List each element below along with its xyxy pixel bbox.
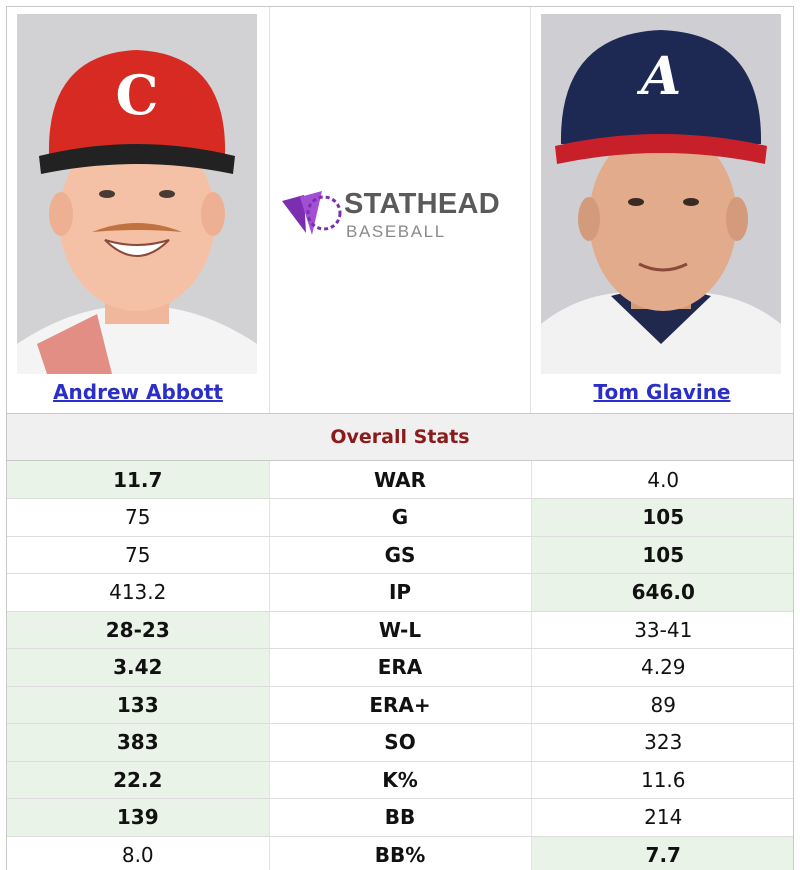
right-player-value: 7.7 — [531, 836, 793, 870]
left-player-value: 28-23 — [7, 611, 269, 649]
stat-row: 139 BB 214 — [7, 798, 793, 837]
stat-row: 133 ERA+ 89 — [7, 686, 793, 724]
left-player-value: 8.0 — [7, 836, 269, 870]
right-player-value: 214 — [531, 798, 793, 837]
right-player-column: A Tom Glavine — [531, 7, 793, 413]
stat-row: 28-23 W-L 33-41 — [7, 611, 793, 649]
stat-row: 11.7 WAR 4.0 — [7, 461, 793, 499]
left-player-value: 22.2 — [7, 761, 269, 799]
right-player-value: 89 — [531, 686, 793, 724]
player-header: C Andrew Abbott STATHEAD BASEBALL — [7, 7, 793, 414]
stathead-logo-icon — [282, 191, 342, 235]
stat-label: BB — [268, 798, 532, 837]
logo-title: STATHEAD — [344, 188, 500, 220]
left-player-value: 11.7 — [7, 461, 269, 499]
stat-label: W-L — [268, 611, 532, 649]
svg-text:C: C — [116, 63, 159, 127]
right-player-value: 105 — [531, 536, 793, 574]
left-player-value: 139 — [7, 798, 269, 837]
left-player-value: 133 — [7, 686, 269, 724]
stat-label: IP — [268, 573, 532, 612]
stat-label: SO — [268, 723, 532, 762]
right-player-value: 646.0 — [531, 573, 793, 612]
left-player-value: 75 — [7, 498, 269, 537]
right-player-value: 4.0 — [531, 461, 793, 499]
right-player-link[interactable]: Tom Glavine — [593, 380, 731, 404]
svg-text:A: A — [636, 46, 681, 107]
comparison-panel: C Andrew Abbott STATHEAD BASEBALL — [6, 6, 794, 870]
stat-label: WAR — [268, 461, 532, 499]
logo-column: STATHEAD BASEBALL — [269, 7, 531, 413]
stat-label: ERA+ — [268, 686, 532, 724]
stat-row: 8.0 BB% 7.7 — [7, 836, 793, 870]
right-player-value: 33-41 — [531, 611, 793, 649]
stat-row: 413.2 IP 646.0 — [7, 573, 793, 612]
left-player-value: 383 — [7, 723, 269, 762]
left-player-column: C Andrew Abbott — [7, 7, 269, 413]
stat-row: 3.42 ERA 4.29 — [7, 648, 793, 687]
stat-row: 383 SO 323 — [7, 723, 793, 762]
stats-table: 11.7 WAR 4.0 75 G 105 75 GS 105 413.2 IP 646.0 28-23… — [7, 461, 793, 870]
stat-label: ERA — [268, 648, 532, 687]
stat-row: 75 G 105 — [7, 498, 793, 537]
stat-label: GS — [268, 536, 532, 574]
stathead-logo: STATHEAD BASEBALL — [282, 185, 522, 245]
logo-subtitle: BASEBALL — [346, 222, 446, 241]
stat-label: BB% — [268, 836, 532, 870]
left-player-value: 3.42 — [7, 648, 269, 687]
stat-row: 22.2 K% 11.6 — [7, 761, 793, 799]
stat-label: K% — [268, 761, 532, 799]
left-player-link[interactable]: Andrew Abbott — [53, 380, 223, 404]
stat-label: G — [268, 498, 532, 537]
right-player-value: 4.29 — [531, 648, 793, 687]
right-player-value: 323 — [531, 723, 793, 762]
section-title: Overall Stats — [7, 414, 793, 461]
right-player-value: 105 — [531, 498, 793, 537]
left-player-photo: C — [17, 14, 257, 374]
left-player-value: 413.2 — [7, 573, 269, 612]
stat-row: 75 GS 105 — [7, 536, 793, 574]
right-player-photo: A — [541, 14, 781, 374]
left-player-value: 75 — [7, 536, 269, 574]
right-player-value: 11.6 — [531, 761, 793, 799]
